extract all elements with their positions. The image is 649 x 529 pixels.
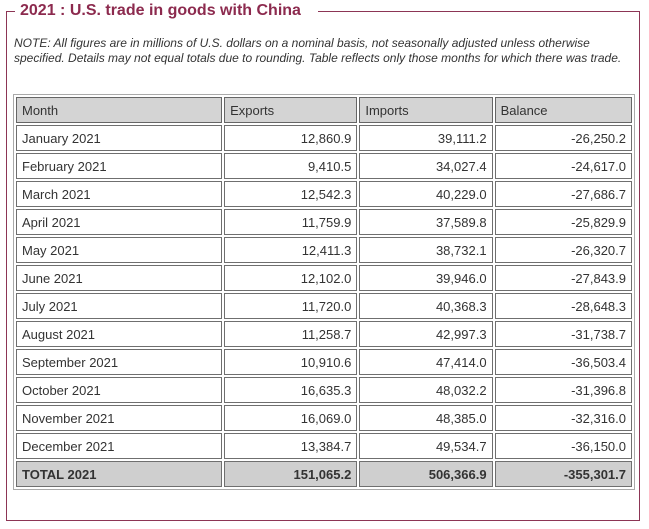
cell-balance: -36,150.0 <box>494 433 632 459</box>
total-balance: -355,301.7 <box>494 461 632 487</box>
cell-month: September 2021 <box>16 349 223 375</box>
cell-exports: 13,384.7 <box>224 433 358 459</box>
cell-balance: -31,738.7 <box>494 321 632 347</box>
trade-table: Month Exports Imports Balance January 20… <box>13 94 635 490</box>
table-row: January 2021 12,860.9 39,111.2 -26,250.2 <box>16 125 632 151</box>
cell-month: October 2021 <box>16 377 223 403</box>
cell-balance: -24,617.0 <box>494 153 632 179</box>
cell-month: April 2021 <box>16 209 223 235</box>
total-exports: 151,065.2 <box>224 461 358 487</box>
table-row: November 2021 16,069.0 48,385.0 -32,316.… <box>16 405 632 431</box>
header-imports: Imports <box>359 97 493 123</box>
cell-balance: -31,396.8 <box>494 377 632 403</box>
cell-exports: 16,635.3 <box>224 377 358 403</box>
header-balance: Balance <box>494 97 632 123</box>
cell-imports: 48,385.0 <box>359 405 493 431</box>
cell-imports: 47,414.0 <box>359 349 493 375</box>
note-text: NOTE: All figures are in millions of U.S… <box>14 36 622 65</box>
cell-exports: 16,069.0 <box>224 405 358 431</box>
cell-imports: 49,534.7 <box>359 433 493 459</box>
header-month: Month <box>16 97 223 123</box>
cell-imports: 34,027.4 <box>359 153 493 179</box>
table-row: June 2021 12,102.0 39,946.0 -27,843.9 <box>16 265 632 291</box>
cell-exports: 12,860.9 <box>224 125 358 151</box>
cell-month: January 2021 <box>16 125 223 151</box>
cell-balance: -25,829.9 <box>494 209 632 235</box>
table-row: September 2021 10,910.6 47,414.0 -36,503… <box>16 349 632 375</box>
cell-balance: -27,686.7 <box>494 181 632 207</box>
cell-month: May 2021 <box>16 237 223 263</box>
cell-exports: 10,910.6 <box>224 349 358 375</box>
cell-exports: 12,102.0 <box>224 265 358 291</box>
table-row: March 2021 12,542.3 40,229.0 -27,686.7 <box>16 181 632 207</box>
cell-balance: -28,648.3 <box>494 293 632 319</box>
cell-imports: 48,032.2 <box>359 377 493 403</box>
cell-month: June 2021 <box>16 265 223 291</box>
table-row: May 2021 12,411.3 38,732.1 -26,320.7 <box>16 237 632 263</box>
table-row: December 2021 13,384.7 49,534.7 -36,150.… <box>16 433 632 459</box>
cell-imports: 40,368.3 <box>359 293 493 319</box>
cell-imports: 39,111.2 <box>359 125 493 151</box>
cell-exports: 12,542.3 <box>224 181 358 207</box>
table-row: April 2021 11,759.9 37,589.8 -25,829.9 <box>16 209 632 235</box>
table-header-row: Month Exports Imports Balance <box>16 97 632 123</box>
header-exports: Exports <box>224 97 358 123</box>
cell-month: February 2021 <box>16 153 223 179</box>
cell-month: August 2021 <box>16 321 223 347</box>
cell-exports: 11,258.7 <box>224 321 358 347</box>
cell-month: March 2021 <box>16 181 223 207</box>
cell-balance: -26,320.7 <box>494 237 632 263</box>
table-row: August 2021 11,258.7 42,997.3 -31,738.7 <box>16 321 632 347</box>
panel-border-top-right <box>318 11 640 12</box>
panel-border-top-left <box>6 11 15 12</box>
trade-panel <box>6 11 640 521</box>
cell-exports: 12,411.3 <box>224 237 358 263</box>
table-row: February 2021 9,410.5 34,027.4 -24,617.0 <box>16 153 632 179</box>
cell-exports: 11,720.0 <box>224 293 358 319</box>
cell-month: November 2021 <box>16 405 223 431</box>
cell-balance: -27,843.9 <box>494 265 632 291</box>
total-label: TOTAL 2021 <box>16 461 223 487</box>
cell-balance: -32,316.0 <box>494 405 632 431</box>
cell-balance: -26,250.2 <box>494 125 632 151</box>
table-row: July 2021 11,720.0 40,368.3 -28,648.3 <box>16 293 632 319</box>
cell-exports: 11,759.9 <box>224 209 358 235</box>
panel-title: 2021 : U.S. trade in goods with China <box>20 2 301 19</box>
cell-imports: 38,732.1 <box>359 237 493 263</box>
total-imports: 506,366.9 <box>359 461 493 487</box>
cell-imports: 39,946.0 <box>359 265 493 291</box>
cell-imports: 37,589.8 <box>359 209 493 235</box>
cell-month: December 2021 <box>16 433 223 459</box>
cell-imports: 40,229.0 <box>359 181 493 207</box>
cell-exports: 9,410.5 <box>224 153 358 179</box>
cell-balance: -36,503.4 <box>494 349 632 375</box>
table-row: October 2021 16,635.3 48,032.2 -31,396.8 <box>16 377 632 403</box>
cell-imports: 42,997.3 <box>359 321 493 347</box>
total-row: TOTAL 2021 151,065.2 506,366.9 -355,301.… <box>16 461 632 487</box>
cell-month: July 2021 <box>16 293 223 319</box>
